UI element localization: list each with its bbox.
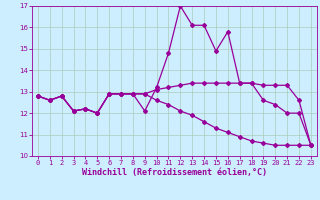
X-axis label: Windchill (Refroidissement éolien,°C): Windchill (Refroidissement éolien,°C) <box>82 168 267 177</box>
